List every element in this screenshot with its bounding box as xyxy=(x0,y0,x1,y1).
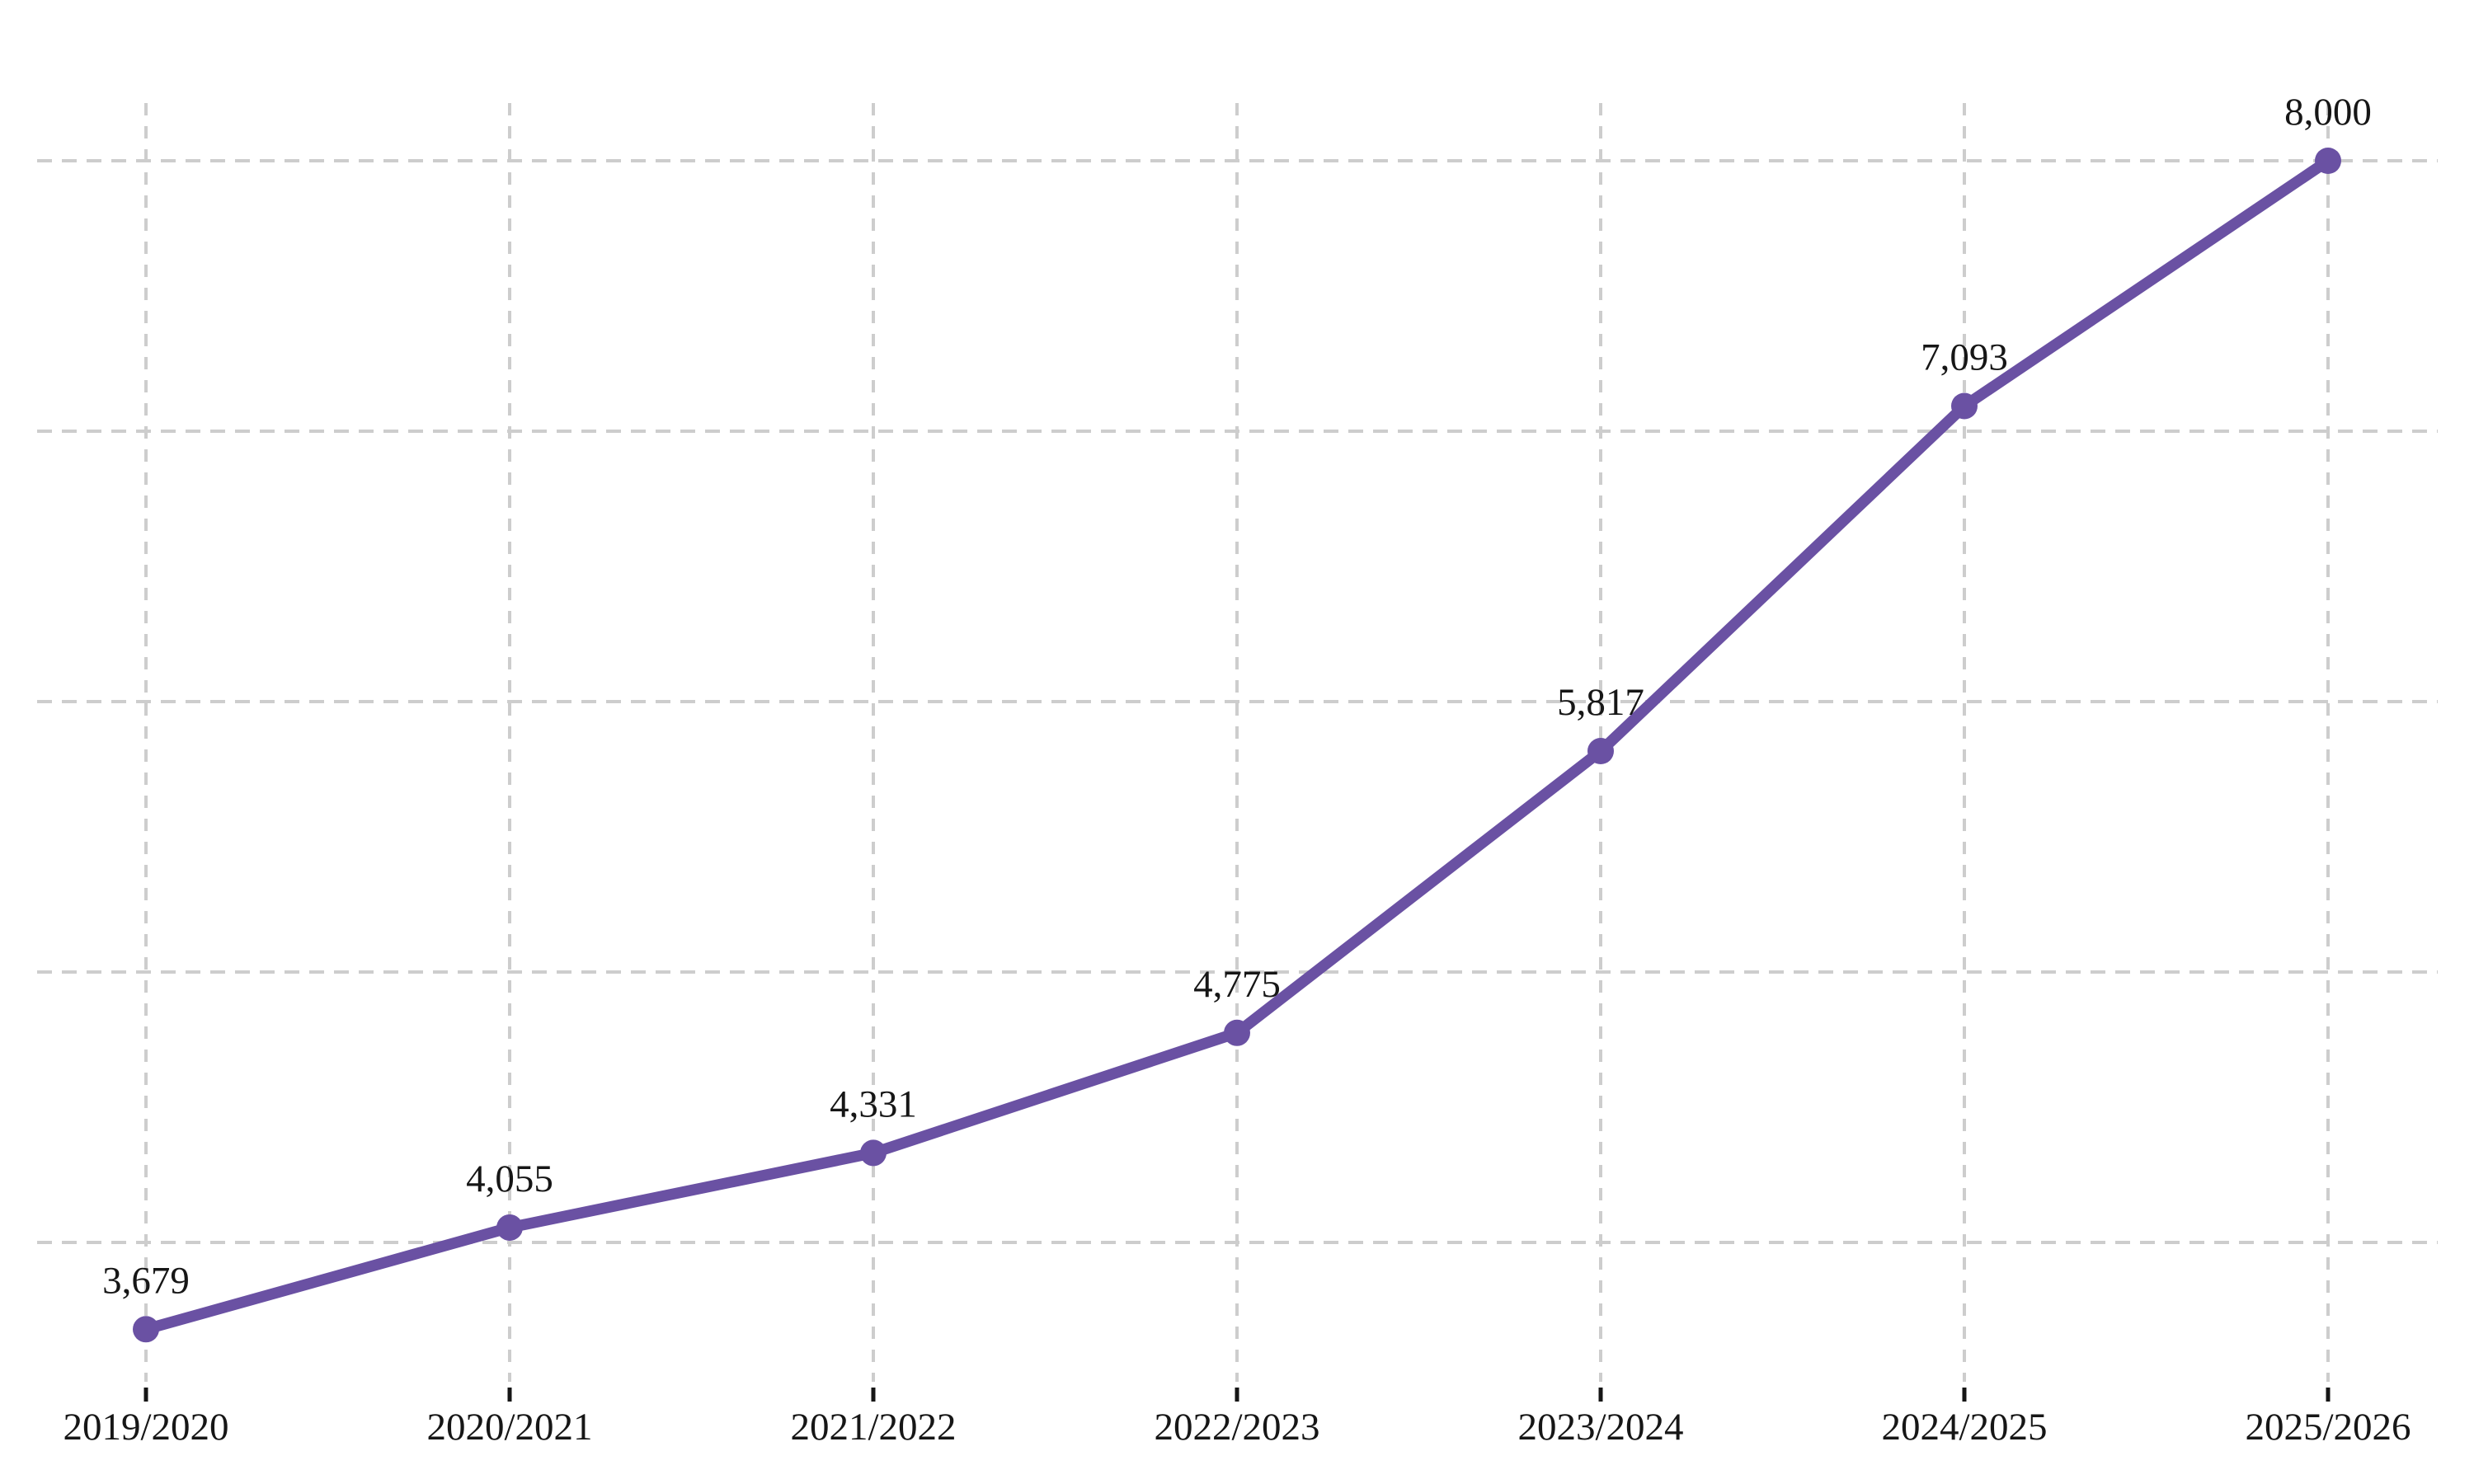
data-point xyxy=(1587,738,1614,765)
x-axis-labels: 2019/2020 2020/2021 2021/2022 2022/2023 2023… xyxy=(63,1406,2411,1449)
data-point xyxy=(2315,148,2341,174)
x-axis-label: 2020/2021 xyxy=(426,1406,592,1449)
value-label: 8,000 xyxy=(2284,91,2372,134)
value-label: 7,093 xyxy=(1921,336,2008,378)
x-axis-label: 2019/2020 xyxy=(63,1406,228,1449)
value-labels: 3,679 4,055 4,331 4,775 5,817 7,093 8,000 xyxy=(102,91,2372,1302)
x-axis-label: 2021/2022 xyxy=(790,1406,956,1449)
value-label: 5,817 xyxy=(1557,681,1644,724)
data-point xyxy=(496,1214,523,1241)
x-axis-ticks xyxy=(143,1388,2331,1402)
data-point xyxy=(1224,1019,1250,1046)
vertical-gridlines xyxy=(144,103,2330,1382)
value-label: 3,679 xyxy=(102,1259,190,1302)
value-label: 4,055 xyxy=(466,1158,553,1200)
x-axis-label: 2024/2025 xyxy=(1881,1406,2047,1449)
x-axis-label: 2025/2026 xyxy=(2245,1406,2411,1449)
x-axis-label: 2023/2024 xyxy=(1517,1406,1683,1449)
data-point xyxy=(1951,392,1978,420)
data-point-markers xyxy=(133,148,2341,1343)
data-point xyxy=(860,1139,887,1167)
data-point xyxy=(133,1316,159,1343)
value-label: 4,331 xyxy=(830,1082,917,1125)
value-label: 4,775 xyxy=(1193,963,1281,1006)
x-axis-label: 2022/2023 xyxy=(1154,1406,1319,1449)
